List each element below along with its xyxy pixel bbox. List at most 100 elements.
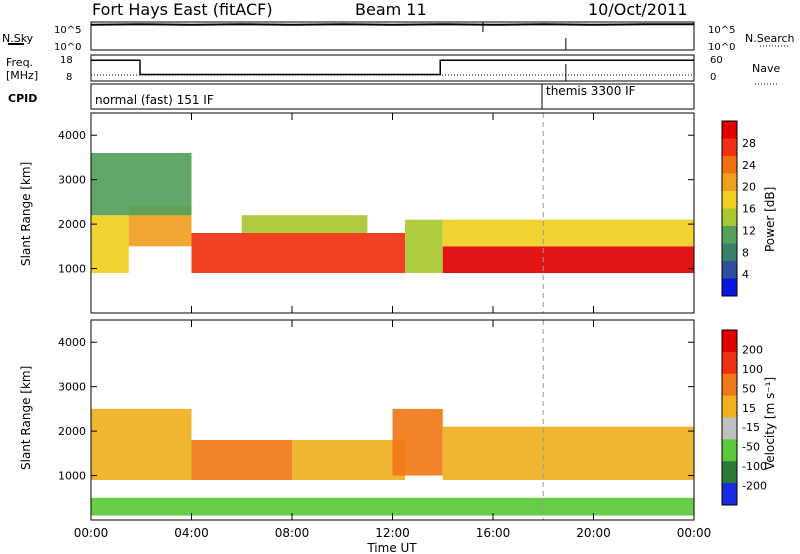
- station-title: Fort Hays East (fitACF): [92, 0, 273, 19]
- power-colorbar-cell: [722, 138, 737, 157]
- power-colorbar-cell: [722, 278, 737, 297]
- freq-trace: [91, 59, 694, 81]
- nsky-tick-bottom: 10^0: [54, 42, 81, 53]
- velocity-colorbar-frame: [721, 329, 738, 506]
- nsearch-tick-bottom: 10^0: [708, 42, 735, 53]
- power-colorbar-frame: [721, 120, 738, 297]
- power-colorbar-tick: 4: [742, 268, 749, 281]
- velocity-ytick-label: 3000: [58, 381, 86, 394]
- x-tick-label: 12:00: [375, 526, 410, 540]
- power-colorbar-tick: 24: [742, 159, 756, 172]
- velocity-colorbar-cell: [722, 483, 737, 506]
- freq-unit-label: [MHz]: [6, 69, 38, 82]
- velocity-colorbar-cell: [722, 439, 737, 462]
- x-tick-label: 00:00: [74, 526, 109, 540]
- power-colorbar-tick: 8: [742, 246, 749, 259]
- freq-line: [91, 59, 694, 76]
- power-colorbar-cell: [722, 121, 737, 139]
- velocity-colorbar-tick: -15: [742, 421, 760, 434]
- velocity-colorbar-tick: -100: [742, 460, 767, 473]
- velocity-colorbar: 200 100 50 15 -15 -50 -100 -200: [721, 329, 767, 506]
- power-colorbar-tick: 16: [742, 203, 756, 216]
- cpid-mode-2: themis 3300 IF: [546, 84, 636, 98]
- freq-tick-bottom: 8: [66, 72, 72, 83]
- velocity-ylabel: Slant Range [km]: [19, 366, 33, 470]
- power-colorbar-cell: [722, 208, 737, 227]
- velocity-band: [191, 440, 292, 480]
- velocity-colorbar-cell: [722, 417, 737, 440]
- freq-label: Freq.: [6, 56, 33, 69]
- power-ylabel: Slant Range [km]: [19, 162, 33, 266]
- x-tick-label: 00:00: [677, 526, 712, 540]
- power-band: [241, 215, 368, 233]
- velocity-colorbar-tick: 100: [742, 363, 763, 376]
- power-ytick-label: 1000: [58, 263, 86, 276]
- x-tick-label: 16:00: [476, 526, 511, 540]
- power-colorbar-cell: [722, 243, 737, 262]
- nsky-label: N.Sky: [2, 32, 34, 45]
- freq-panel: Freq. [MHz] Nave 18 8 60 0: [6, 54, 780, 85]
- power-band: [191, 233, 406, 273]
- power-yticks: 1000 2000 3000 4000: [58, 129, 694, 276]
- cpid-frame: [90, 83, 695, 110]
- nave-tick-bottom: 0: [710, 72, 716, 83]
- power-colorbar-tick: 28: [742, 137, 756, 150]
- time-axis-label: Time UT: [366, 541, 417, 554]
- velocity-band: [91, 408, 192, 480]
- velocity-colorbar-tick: 15: [742, 402, 756, 415]
- power-colorbar-cell: [722, 173, 737, 192]
- power-ytick-label: 4000: [58, 129, 86, 142]
- power-band: [405, 219, 443, 273]
- velocity-colorbar-tick: -200: [742, 480, 767, 493]
- velocity-heatmap: [91, 320, 694, 520]
- velocity-colorbar-label: Velocity [m s⁻¹]: [763, 377, 777, 470]
- power-colorbar-tick: 12: [742, 224, 756, 237]
- beam-title: Beam 11: [355, 0, 427, 19]
- noise-trace: [90, 22, 694, 50]
- noise-panel: N.Sky N.Search 10^5 10^0 10^5 10^0: [2, 21, 795, 53]
- x-tick-label: 08:00: [275, 526, 310, 540]
- cpid-panel: CPID normal (fast) 151 IF themis 3300 IF: [8, 83, 695, 110]
- noise-frame: [90, 21, 695, 51]
- velocity-ytick-label: 2000: [58, 425, 86, 438]
- velocity-yticks: 1000 2000 3000 4000: [58, 336, 694, 483]
- velocity-ytick-label: 4000: [58, 336, 86, 349]
- time-axis: 00:00 04:00 08:00 12:00 16:00 20:00 00:00: [74, 113, 712, 540]
- nsky-line: [90, 23, 694, 26]
- velocity-colorbar-cell: [722, 395, 737, 418]
- power-band: [91, 153, 192, 216]
- power-colorbar-label: Power [dB]: [763, 187, 777, 252]
- velocity-colorbar-cell: [722, 351, 737, 375]
- nave-tick-top: 60: [710, 55, 723, 66]
- velocity-colorbar-tick: 50: [742, 382, 756, 395]
- nave-label: Nave: [752, 62, 780, 75]
- power-colorbar-cell: [722, 261, 737, 279]
- nsearch-tick-top: 10^5: [708, 25, 735, 36]
- freq-tick-top: 18: [60, 55, 73, 66]
- freq-frame: [90, 54, 695, 82]
- cpid-mode-1: normal (fast) 151 IF: [95, 93, 214, 107]
- nsky-tick-top: 10^5: [54, 25, 81, 36]
- power-ytick-label: 3000: [58, 174, 86, 187]
- power-band: [442, 246, 694, 273]
- velocity-colorbar-cell: [722, 373, 737, 397]
- power-colorbar-cell: [722, 226, 737, 244]
- velocity-colorbar-cell: [722, 461, 737, 484]
- velocity-band: [91, 497, 694, 516]
- velocity-panel: 1000 2000 3000 4000 Slant Range [km] 200 100…: [19, 319, 777, 521]
- power-panel: 1000 2000 3000 4000 Slant Range [km] 28 24 20…: [19, 112, 777, 314]
- cpid-label: CPID: [8, 92, 37, 105]
- power-band: [442, 219, 694, 247]
- x-tick-label: 04:00: [174, 526, 209, 540]
- date-title: 10/Oct/2011: [588, 0, 688, 19]
- power-heatmap: [91, 113, 694, 313]
- power-colorbar-cell: [722, 191, 737, 209]
- velocity-band: [442, 426, 694, 480]
- velocity-colorbar-tick: -50: [742, 441, 760, 454]
- x-tick-label: 20:00: [576, 526, 611, 540]
- velocity-band: [392, 408, 443, 476]
- velocity-colorbar-tick: 200: [742, 343, 763, 356]
- velocity-colorbar-cell: [722, 330, 737, 353]
- power-colorbar-cell: [722, 156, 737, 174]
